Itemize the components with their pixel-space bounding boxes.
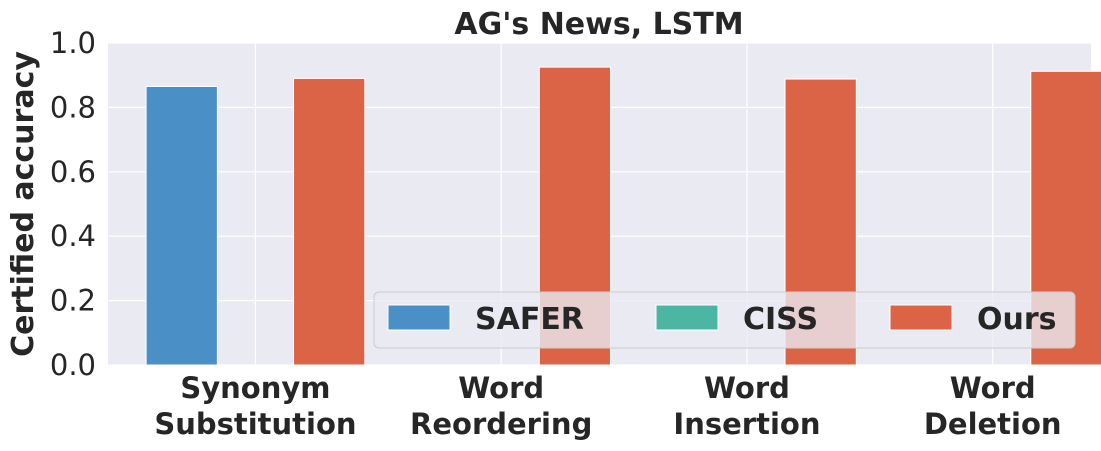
bar-safer — [145, 85, 218, 366]
legend-swatch-ours — [889, 304, 953, 331]
x-tick-label: Word — [458, 371, 544, 405]
legend-swatch-safer — [387, 304, 451, 331]
y-tick-label: 0.8 — [50, 90, 96, 124]
x-tick-labels: SynonymSubstitutionWordReorderingWordIns… — [154, 371, 1061, 441]
y-tick-label: 0.2 — [50, 284, 96, 318]
x-tick-label: Word — [704, 371, 790, 405]
x-tick-label: Synonym — [180, 371, 330, 405]
legend: SAFER CISS Ours — [373, 291, 1076, 349]
y-tick-label: 0.4 — [50, 219, 96, 253]
x-tick-label: Reordering — [410, 407, 592, 441]
legend-label-ciss: CISS — [743, 302, 818, 337]
x-tick-label: Insertion — [673, 407, 820, 441]
y-tick-label: 1.0 — [50, 26, 96, 60]
y-tick-labels: 0.0 0.2 0.4 0.6 0.8 1.0 — [50, 26, 96, 382]
y-axis-label: Certified accuracy — [6, 51, 41, 357]
x-tick-label: Word — [950, 371, 1036, 405]
legend-label-ours: Ours — [977, 302, 1057, 337]
y-tick-label: 0.6 — [50, 155, 96, 189]
x-tick-label: Substitution — [154, 407, 356, 441]
legend-swatch-ciss — [655, 304, 719, 331]
legend-label-safer: SAFER — [475, 302, 584, 337]
bar-ours — [293, 77, 366, 366]
x-tick-label: Deletion — [924, 407, 1062, 441]
chart-title: AG's News, LSTM — [454, 7, 743, 42]
y-tick-label: 0.0 — [50, 348, 96, 382]
